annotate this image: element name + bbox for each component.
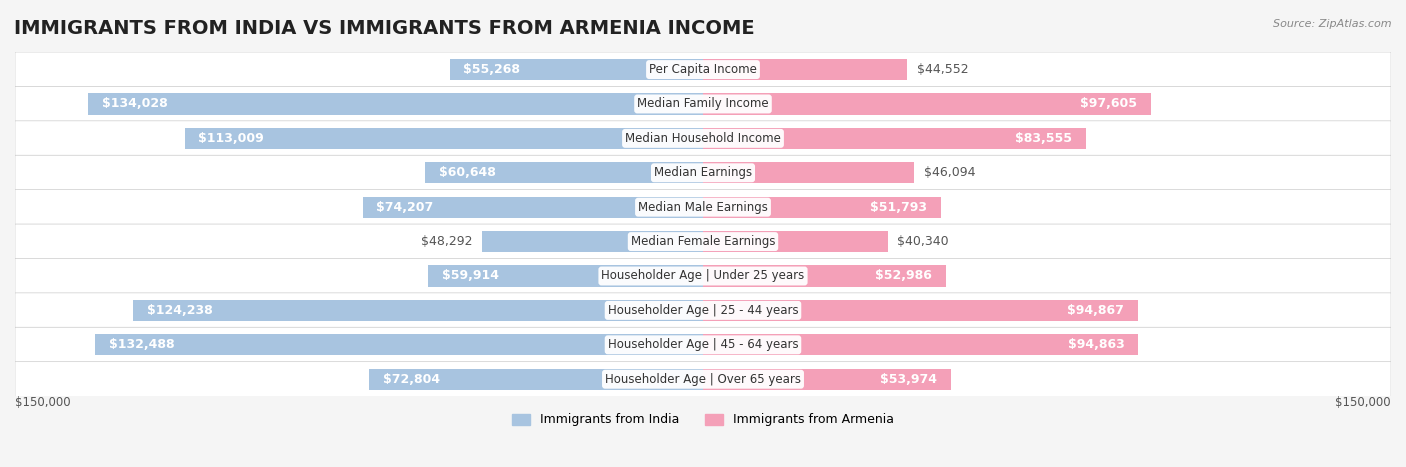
Bar: [703, 334, 1137, 355]
Text: $94,863: $94,863: [1067, 338, 1125, 351]
Text: $40,340: $40,340: [897, 235, 949, 248]
Text: $94,867: $94,867: [1067, 304, 1125, 317]
Text: Median Earnings: Median Earnings: [654, 166, 752, 179]
Text: Median Male Earnings: Median Male Earnings: [638, 201, 768, 214]
FancyBboxPatch shape: [15, 86, 1391, 121]
Bar: [703, 197, 941, 218]
Bar: [703, 93, 1150, 114]
FancyBboxPatch shape: [15, 293, 1391, 328]
Bar: [429, 265, 703, 287]
Text: Per Capita Income: Per Capita Income: [650, 63, 756, 76]
Bar: [703, 300, 1137, 321]
Bar: [703, 368, 950, 390]
Text: Householder Age | Over 65 years: Householder Age | Over 65 years: [605, 373, 801, 386]
Bar: [703, 162, 914, 184]
Bar: [703, 231, 889, 252]
Text: Householder Age | 45 - 64 years: Householder Age | 45 - 64 years: [607, 338, 799, 351]
Text: $48,292: $48,292: [420, 235, 472, 248]
Text: Source: ZipAtlas.com: Source: ZipAtlas.com: [1274, 19, 1392, 28]
Bar: [425, 162, 703, 184]
Text: $134,028: $134,028: [103, 98, 167, 111]
Text: $59,914: $59,914: [441, 269, 499, 283]
FancyBboxPatch shape: [15, 224, 1391, 259]
Bar: [703, 127, 1087, 149]
Bar: [134, 300, 703, 321]
FancyBboxPatch shape: [15, 361, 1391, 397]
Bar: [703, 265, 946, 287]
Text: Median Female Earnings: Median Female Earnings: [631, 235, 775, 248]
Text: Median Family Income: Median Family Income: [637, 98, 769, 111]
Text: $53,974: $53,974: [880, 373, 936, 386]
Text: $74,207: $74,207: [377, 201, 433, 214]
Text: $150,000: $150,000: [1336, 396, 1391, 410]
Text: Median Household Income: Median Household Income: [626, 132, 780, 145]
Bar: [481, 231, 703, 252]
Text: $97,605: $97,605: [1080, 98, 1137, 111]
FancyBboxPatch shape: [15, 155, 1391, 191]
Text: $60,648: $60,648: [439, 166, 495, 179]
Bar: [450, 59, 703, 80]
Text: Householder Age | Under 25 years: Householder Age | Under 25 years: [602, 269, 804, 283]
FancyBboxPatch shape: [15, 52, 1391, 87]
FancyBboxPatch shape: [15, 190, 1391, 225]
Text: $55,268: $55,268: [463, 63, 520, 76]
Text: $83,555: $83,555: [1015, 132, 1073, 145]
Text: $51,793: $51,793: [870, 201, 927, 214]
FancyBboxPatch shape: [15, 121, 1391, 156]
Text: $124,238: $124,238: [146, 304, 212, 317]
Bar: [703, 59, 907, 80]
Text: $44,552: $44,552: [917, 63, 969, 76]
Text: Householder Age | 25 - 44 years: Householder Age | 25 - 44 years: [607, 304, 799, 317]
Bar: [184, 127, 703, 149]
Bar: [368, 368, 703, 390]
FancyBboxPatch shape: [15, 258, 1391, 294]
Bar: [96, 334, 703, 355]
Text: IMMIGRANTS FROM INDIA VS IMMIGRANTS FROM ARMENIA INCOME: IMMIGRANTS FROM INDIA VS IMMIGRANTS FROM…: [14, 19, 755, 38]
Text: $52,986: $52,986: [876, 269, 932, 283]
FancyBboxPatch shape: [15, 327, 1391, 362]
Text: $132,488: $132,488: [110, 338, 174, 351]
Text: $150,000: $150,000: [15, 396, 70, 410]
Text: $113,009: $113,009: [198, 132, 264, 145]
Legend: Immigrants from India, Immigrants from Armenia: Immigrants from India, Immigrants from A…: [506, 409, 900, 432]
Text: $72,804: $72,804: [382, 373, 440, 386]
Bar: [363, 197, 703, 218]
Text: $46,094: $46,094: [924, 166, 976, 179]
Bar: [89, 93, 703, 114]
